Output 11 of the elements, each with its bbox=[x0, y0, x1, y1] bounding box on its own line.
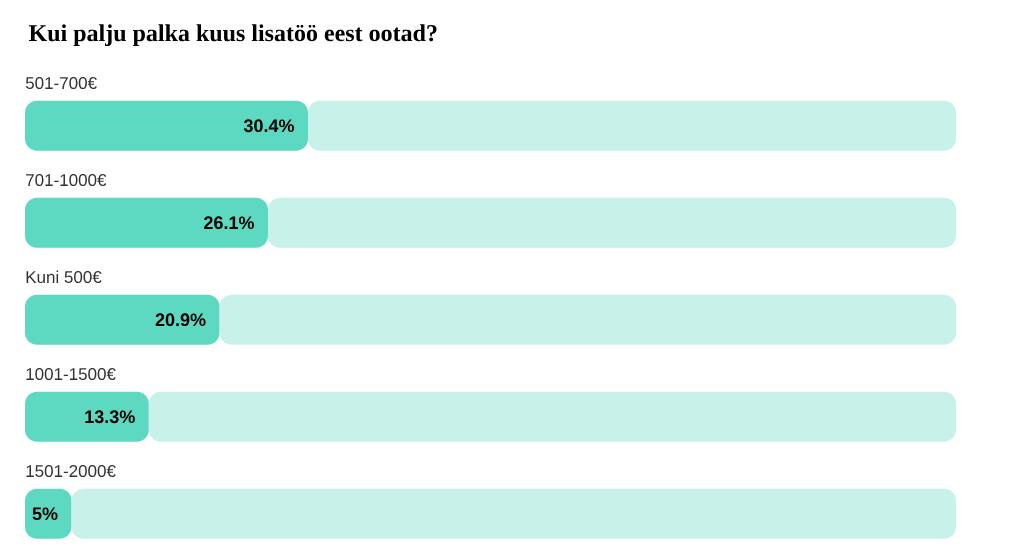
y-tick-label: 1001-1500€ bbox=[26, 368, 116, 381]
data-label: 26.1% bbox=[204, 216, 254, 230]
data-label: 13.3% bbox=[85, 410, 135, 424]
data-label: 5% bbox=[32, 507, 58, 521]
chart-title: Kui palju palka kuus lisatöö eest ootad? bbox=[28, 24, 437, 47]
data-label: 30.4% bbox=[243, 119, 295, 133]
y-tick-label: 1501-2000€ bbox=[26, 465, 116, 478]
y-tick-label: 501-700€ bbox=[25, 77, 97, 90]
y-tick-label: 701-1000€ bbox=[26, 174, 107, 187]
data-label: 20.9% bbox=[155, 313, 206, 327]
y-tick-label: Kuni 500€ bbox=[26, 270, 102, 284]
